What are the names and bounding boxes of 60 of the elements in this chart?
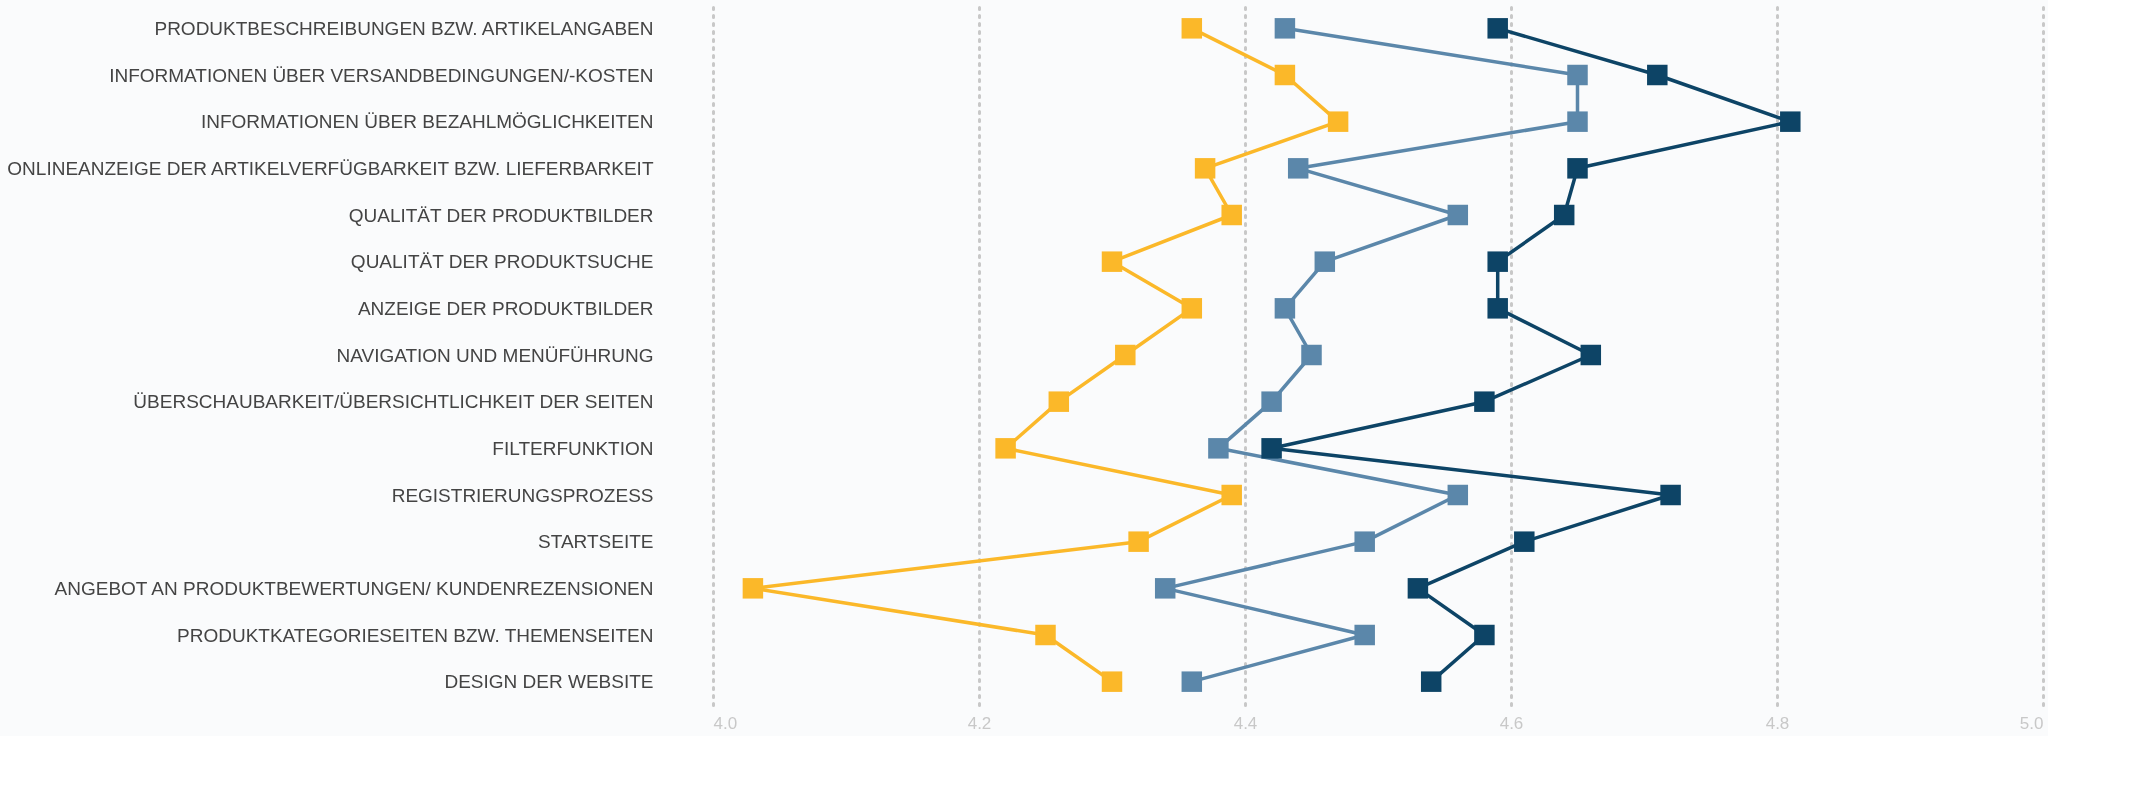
y-tick-label: REGISTRIERUNGSPROZESS: [391, 484, 654, 506]
point: [1261, 438, 1282, 459]
point: [1181, 298, 1203, 319]
y-tick-label: ÜBERSCHAUBARKEIT/ÜBERSICHTLICHKEIT DER SEITEN: [133, 391, 654, 413]
y-tick-label: FILTERFUNKTION: [492, 437, 654, 459]
point: [1221, 484, 1242, 506]
point: [995, 438, 1016, 459]
point: [1181, 671, 1203, 692]
point: [1487, 251, 1508, 272]
point: [1327, 111, 1349, 132]
point: [1101, 671, 1123, 692]
point: [1301, 344, 1322, 366]
point: [1035, 624, 1056, 646]
point: [1287, 158, 1309, 179]
point: [1567, 111, 1588, 132]
y-tick-label: ANZEIGE DER PRODUKTBILDER: [357, 297, 654, 319]
point: [1154, 578, 1176, 599]
point: [1314, 251, 1336, 272]
point: [1474, 624, 1495, 646]
point: [1567, 158, 1588, 179]
point: [1354, 624, 1375, 646]
point: [1474, 391, 1495, 412]
point: [1194, 158, 1216, 179]
point: [1514, 531, 1535, 552]
point: [1407, 578, 1429, 599]
point: [1274, 298, 1296, 319]
y-tick-label: INFORMATIONEN ÜBER VERSANDBEDINGUNGEN/-KOSTEN: [109, 64, 654, 86]
point: [1115, 344, 1136, 366]
point: [1261, 391, 1282, 412]
y-tick-label: STARTSEITE: [538, 531, 654, 553]
point: [1354, 531, 1375, 552]
point: [1487, 18, 1508, 39]
point: [1780, 111, 1801, 132]
point: [1221, 204, 1242, 226]
point: [1447, 204, 1469, 226]
point: [1580, 344, 1602, 366]
point: [1181, 18, 1203, 39]
point: [742, 578, 764, 599]
y-tick-label: QUALITÄT DER PRODUKTSUCHE: [350, 251, 654, 273]
y-tick-label: DESIGN DER WEBSITE: [444, 671, 654, 693]
point: [1487, 298, 1508, 319]
point: [1208, 438, 1229, 459]
point: [1274, 64, 1296, 86]
point: [1128, 531, 1149, 552]
y-tick-label: ANGEBOT AN PRODUKTBEWERTUNGEN/ KUNDENREZENSIONEN: [54, 577, 654, 599]
point: [1660, 484, 1681, 506]
point: [1420, 671, 1442, 692]
point: [1101, 251, 1123, 272]
point: [1567, 64, 1588, 86]
y-tick-label: PRODUKTBESCHREIBUNGEN BZW. ARTIKELANGABEN: [154, 17, 654, 39]
y-tick-label: PRODUKTKATEGORIESEITEN BZW. THEMENSEITEN: [177, 624, 654, 646]
point: [1048, 391, 1070, 412]
point: [1553, 204, 1575, 226]
point: [1274, 18, 1296, 39]
y-tick-label: ONLINEANZEIGE DER ARTIKELVERFÜGBARKEIT BZW. LIEFERBARKEIT: [7, 157, 654, 179]
y-tick-label: QUALITÄT DER PRODUKTBILDER: [348, 204, 654, 226]
point: [1447, 484, 1469, 506]
y-tick-label: INFORMATIONEN ÜBER BEZAHLMÖGLICHKEITEN: [200, 111, 654, 133]
point: [1647, 64, 1668, 86]
y-tick-label: NAVIGATION UND MENÜFÜHRUNG: [336, 344, 654, 366]
